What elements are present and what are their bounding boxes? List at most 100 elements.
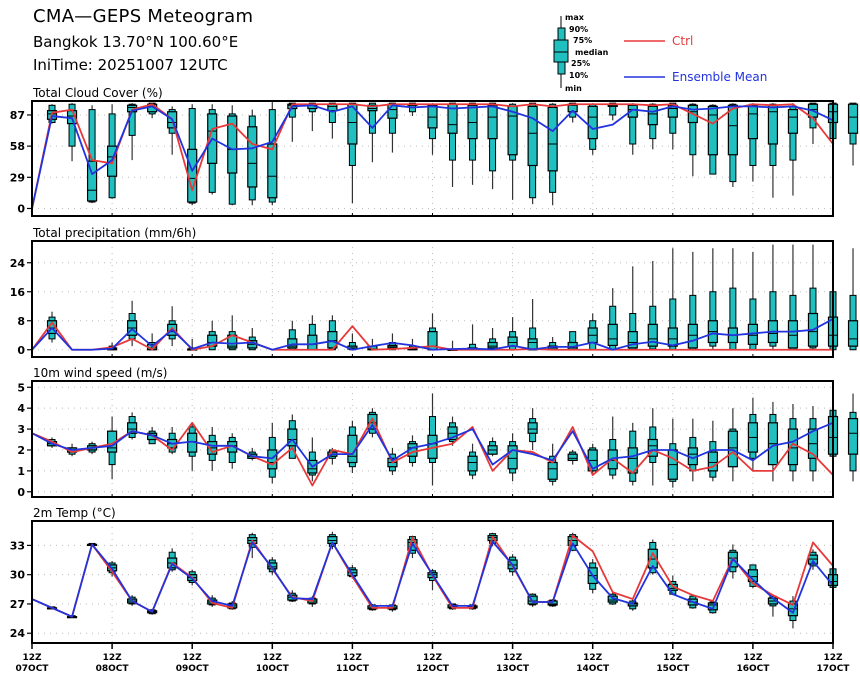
box-10-90 <box>689 103 697 156</box>
y-tick-label: 16 <box>10 286 26 299</box>
ensemble-mean-line <box>31 540 834 618</box>
boxplot <box>527 408 538 450</box>
boxplot <box>487 102 498 190</box>
boxplot <box>167 548 178 572</box>
boxplot <box>227 315 238 351</box>
boxplot <box>727 408 738 482</box>
box-25-75 <box>467 455 478 472</box>
panel-temp: 2427303312Z07OCT12Z08OCT12Z09OCT12Z10OCT… <box>10 520 851 674</box>
panel-precip: 0 8 16 24 <box>10 240 859 358</box>
legend-label-90: 90% <box>569 25 588 34</box>
boxplot <box>427 103 438 155</box>
boxplot <box>607 102 618 121</box>
boxplot <box>567 449 578 465</box>
boxplot <box>847 393 859 482</box>
x-tick-label-hour: 12Z <box>103 653 123 663</box>
x-tick-label-hour: 12Z <box>423 653 443 663</box>
box-10-90 <box>88 109 96 203</box>
panel-title-cloud: Total Cloud Cover (%) <box>32 86 163 100</box>
boxplot <box>247 109 258 206</box>
boxplot <box>627 266 638 351</box>
boxplot <box>427 313 438 351</box>
box-25-75 <box>587 105 598 140</box>
x-tick-label-date: 17OCT <box>817 664 851 674</box>
box-25-75 <box>787 320 799 349</box>
boxplot <box>347 333 358 351</box>
box-25-75 <box>487 104 498 140</box>
box-25-75 <box>787 108 799 134</box>
init-time-label: IniTime: 20251007 12UTC <box>33 56 228 74</box>
boxplot <box>507 433 518 482</box>
boxplot <box>767 103 779 198</box>
y-tick-label: 0 <box>17 486 25 499</box>
boxplot <box>607 288 618 351</box>
boxplot <box>287 414 298 459</box>
boxplot <box>167 306 178 347</box>
box-25-75 <box>187 148 198 203</box>
boxplot <box>807 244 819 350</box>
boxplot <box>327 102 338 139</box>
boxplot <box>547 443 558 486</box>
box-25-75 <box>327 331 338 349</box>
boxplot <box>207 104 218 195</box>
x-tick-label-date: 12OCT <box>416 664 450 674</box>
boxplot <box>527 593 538 607</box>
boxplot <box>687 418 698 482</box>
box-25-75 <box>507 336 518 347</box>
y-tick-label: 58 <box>10 140 25 153</box>
boxplot <box>747 251 759 351</box>
boxplot <box>106 416 118 480</box>
panel-cloud: 0 29 58 87 <box>10 100 859 217</box>
x-tick-label-date: 08OCT <box>96 664 130 674</box>
boxplot <box>487 437 498 457</box>
box-25-75 <box>367 413 378 430</box>
y-tick-label: 33 <box>10 539 25 552</box>
box-25-75 <box>287 428 298 447</box>
legend-label-min: min <box>565 84 582 93</box>
box-25-75 <box>527 595 538 605</box>
box-25-75 <box>427 104 438 129</box>
box-25-75 <box>267 449 278 470</box>
box-25-75 <box>667 104 678 118</box>
boxplot <box>607 416 618 480</box>
x-tick-label-hour: 12Z <box>503 653 523 663</box>
box-25-75 <box>667 327 678 347</box>
box-25-75 <box>567 453 578 462</box>
box-25-75 <box>547 461 558 480</box>
box-25-75 <box>707 105 718 156</box>
boxplot <box>347 102 358 204</box>
boxplot <box>847 102 859 166</box>
box-10-90 <box>328 102 336 123</box>
legend: max 90% 75% median 25% 10% min Ctrl Ense… <box>553 13 767 93</box>
boxplot <box>367 338 378 351</box>
boxplot <box>627 422 638 486</box>
boxplot <box>307 102 318 132</box>
location-label: Bangkok 13.70°N 100.60°E <box>33 33 239 51</box>
box-25-75 <box>227 115 238 174</box>
box-25-75 <box>687 323 698 349</box>
boxplot <box>647 539 658 575</box>
x-tick-label-hour: 12Z <box>663 653 683 663</box>
y-tick-label: 5 <box>17 381 25 394</box>
boxplot <box>447 102 458 187</box>
box-25-75 <box>307 334 318 351</box>
boxplot <box>187 422 198 471</box>
boxplot <box>747 103 759 182</box>
y-tick-label: 29 <box>10 171 25 184</box>
y-tick-label: 24 <box>10 257 26 270</box>
y-tick-label: 87 <box>10 109 25 122</box>
box-25-75 <box>647 105 658 126</box>
x-tick-label-date: 09OCT <box>176 664 210 674</box>
x-tick-label-date: 10OCT <box>256 664 290 674</box>
boxplot <box>667 248 678 351</box>
x-tick-label-hour: 12Z <box>343 653 363 663</box>
y-tick-label: 2 <box>17 444 25 457</box>
legend-mean-label: Ensemble Mean <box>672 70 767 84</box>
box-25-75 <box>527 105 538 167</box>
x-tick-label-date: 14OCT <box>576 664 610 674</box>
boxplot <box>787 103 799 196</box>
box-25-75 <box>647 323 658 347</box>
y-tick-label: 30 <box>10 569 26 582</box>
boxplot <box>387 102 398 153</box>
